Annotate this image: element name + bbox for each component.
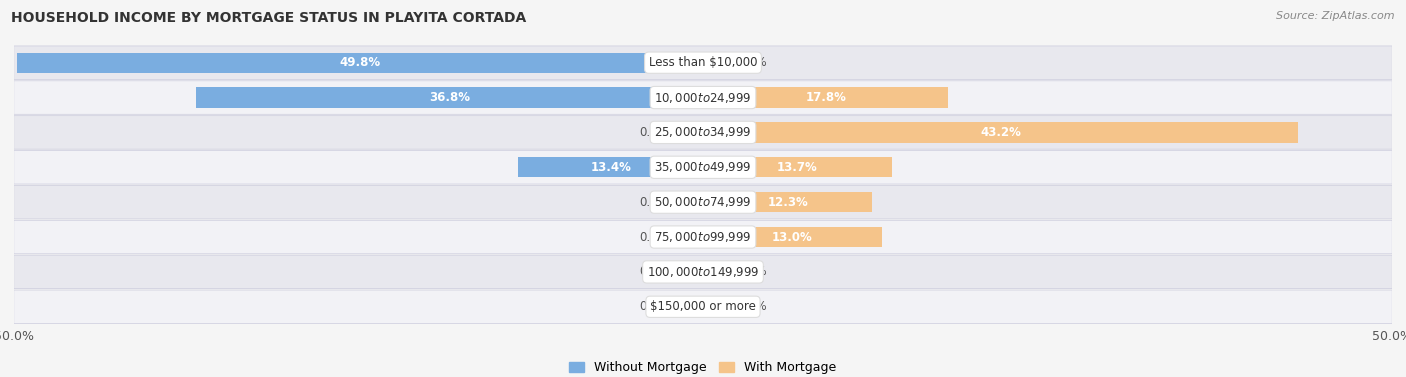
Bar — [519, 157, 703, 178]
FancyBboxPatch shape — [14, 46, 1392, 80]
Bar — [703, 87, 948, 108]
Text: 17.8%: 17.8% — [806, 91, 846, 104]
Text: 0.0%: 0.0% — [638, 126, 669, 139]
Text: 0.0%: 0.0% — [638, 265, 669, 278]
Text: 49.8%: 49.8% — [339, 56, 381, 69]
Bar — [703, 192, 873, 212]
Text: 0.0%: 0.0% — [638, 196, 669, 208]
Text: 13.4%: 13.4% — [591, 161, 631, 174]
Text: 43.2%: 43.2% — [980, 126, 1021, 139]
Text: 0.0%: 0.0% — [738, 265, 768, 278]
Bar — [703, 157, 891, 178]
Text: HOUSEHOLD INCOME BY MORTGAGE STATUS IN PLAYITA CORTADA: HOUSEHOLD INCOME BY MORTGAGE STATUS IN P… — [11, 11, 526, 25]
Text: 13.7%: 13.7% — [778, 161, 818, 174]
Text: 0.0%: 0.0% — [638, 231, 669, 244]
FancyBboxPatch shape — [14, 81, 1392, 114]
FancyBboxPatch shape — [14, 255, 1392, 289]
Text: 36.8%: 36.8% — [429, 91, 470, 104]
Text: $75,000 to $99,999: $75,000 to $99,999 — [654, 230, 752, 244]
Bar — [703, 122, 1298, 143]
FancyBboxPatch shape — [14, 185, 1392, 219]
FancyBboxPatch shape — [14, 116, 1392, 149]
FancyBboxPatch shape — [14, 150, 1392, 184]
FancyBboxPatch shape — [14, 220, 1392, 254]
Bar — [703, 227, 882, 247]
Bar — [17, 52, 703, 73]
Legend: Without Mortgage, With Mortgage: Without Mortgage, With Mortgage — [564, 356, 842, 377]
Bar — [195, 87, 703, 108]
Text: Source: ZipAtlas.com: Source: ZipAtlas.com — [1277, 11, 1395, 21]
Text: $100,000 to $149,999: $100,000 to $149,999 — [647, 265, 759, 279]
FancyBboxPatch shape — [14, 290, 1392, 323]
Text: $50,000 to $74,999: $50,000 to $74,999 — [654, 195, 752, 209]
Text: $25,000 to $34,999: $25,000 to $34,999 — [654, 126, 752, 139]
Text: 0.0%: 0.0% — [638, 300, 669, 313]
Text: $10,000 to $24,999: $10,000 to $24,999 — [654, 90, 752, 104]
Text: Less than $10,000: Less than $10,000 — [648, 56, 758, 69]
Text: 13.0%: 13.0% — [772, 231, 813, 244]
Text: $35,000 to $49,999: $35,000 to $49,999 — [654, 160, 752, 174]
Text: 0.0%: 0.0% — [738, 56, 768, 69]
Text: $150,000 or more: $150,000 or more — [650, 300, 756, 313]
Text: 12.3%: 12.3% — [768, 196, 808, 208]
Text: 0.0%: 0.0% — [738, 300, 768, 313]
